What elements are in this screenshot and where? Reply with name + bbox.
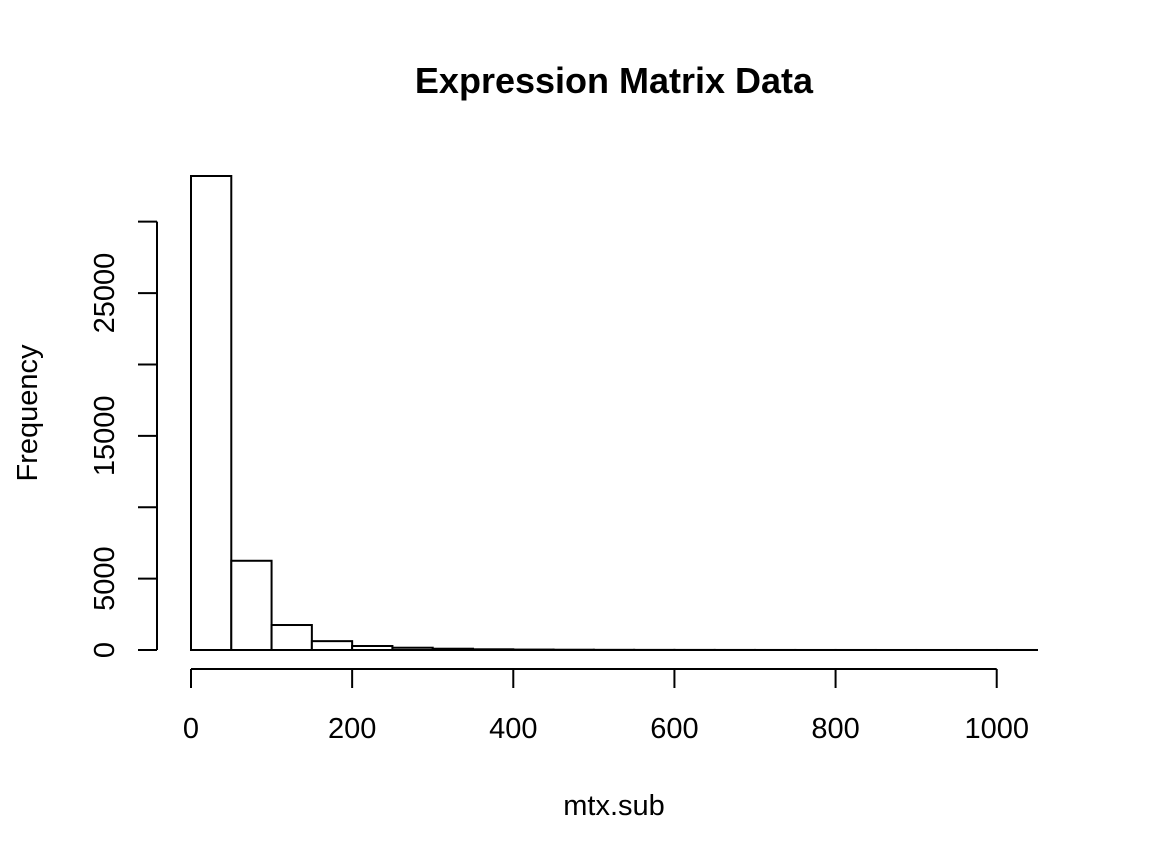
histogram-bar bbox=[270, 624, 313, 652]
x-tick-label: 1000 bbox=[964, 713, 1029, 745]
histogram-bar bbox=[351, 645, 394, 651]
x-tick-label: 800 bbox=[811, 713, 859, 745]
histogram-bar bbox=[190, 175, 233, 651]
y-axis: 0 5000 15000 25000 bbox=[89, 220, 158, 658]
x-axis: 0 200 400 600 800 1000 bbox=[183, 668, 1029, 745]
chart-title: Expression Matrix Data bbox=[415, 60, 814, 101]
histogram-bars bbox=[190, 175, 1039, 652]
y-tick-label: 0 bbox=[89, 642, 121, 658]
histogram-bar bbox=[472, 648, 515, 651]
x-tick-label: 400 bbox=[489, 713, 537, 745]
x-axis-label: mtx.sub bbox=[563, 790, 665, 822]
histogram-bar bbox=[431, 647, 475, 652]
x-tick-label: 0 bbox=[183, 713, 199, 745]
y-axis-label: Frequency bbox=[12, 344, 44, 482]
histogram-bar bbox=[391, 646, 434, 651]
y-tick-label: 15000 bbox=[89, 396, 121, 477]
x-tick-label: 600 bbox=[650, 713, 698, 745]
x-tick-label: 200 bbox=[328, 713, 376, 745]
y-tick-label: 25000 bbox=[89, 253, 121, 334]
histogram-bar bbox=[230, 559, 273, 651]
y-tick-label: 5000 bbox=[89, 546, 121, 611]
histogram-bar bbox=[310, 640, 354, 652]
